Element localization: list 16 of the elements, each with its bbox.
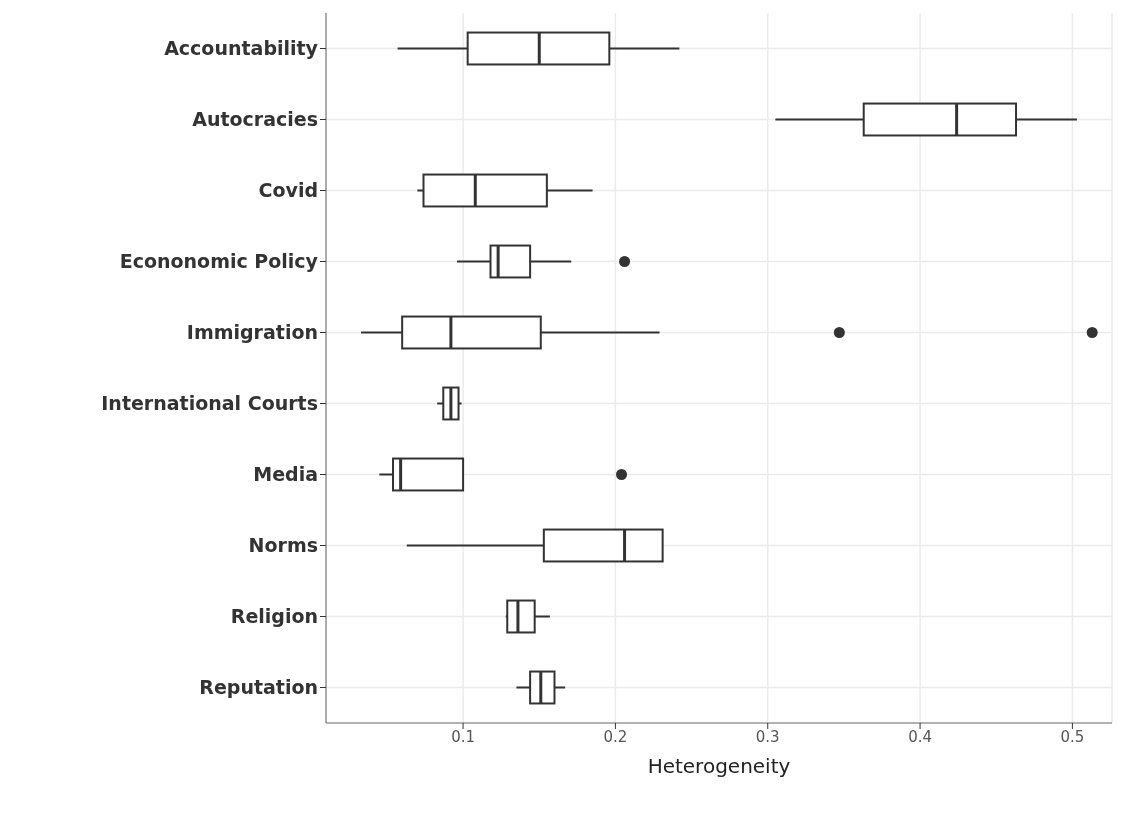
y-tick-label: Norms	[248, 534, 318, 557]
x-tick-label: 0.2	[603, 727, 628, 746]
y-tick-label: Autocracies	[192, 108, 318, 131]
y-tick-label: Covid	[258, 179, 318, 202]
y-tick-label: Reputation	[199, 676, 318, 699]
y-tick-label: Econonomic Policy	[119, 250, 319, 273]
y-tick-label: Religion	[230, 605, 318, 628]
x-tick-label: 0.3	[755, 727, 780, 746]
x-tick-label: 0.1	[451, 727, 476, 746]
x-axis-title: Heterogeneity	[647, 754, 791, 778]
x-tick-label: 0.5	[1060, 727, 1085, 746]
x-tick-label: 0.4	[908, 727, 932, 746]
y-tick-label: Media	[253, 463, 318, 486]
y-tick-label: Immigration	[186, 321, 318, 344]
y-tick-label: International Courts	[101, 392, 318, 415]
y-tick-label: Accountability	[164, 37, 319, 60]
